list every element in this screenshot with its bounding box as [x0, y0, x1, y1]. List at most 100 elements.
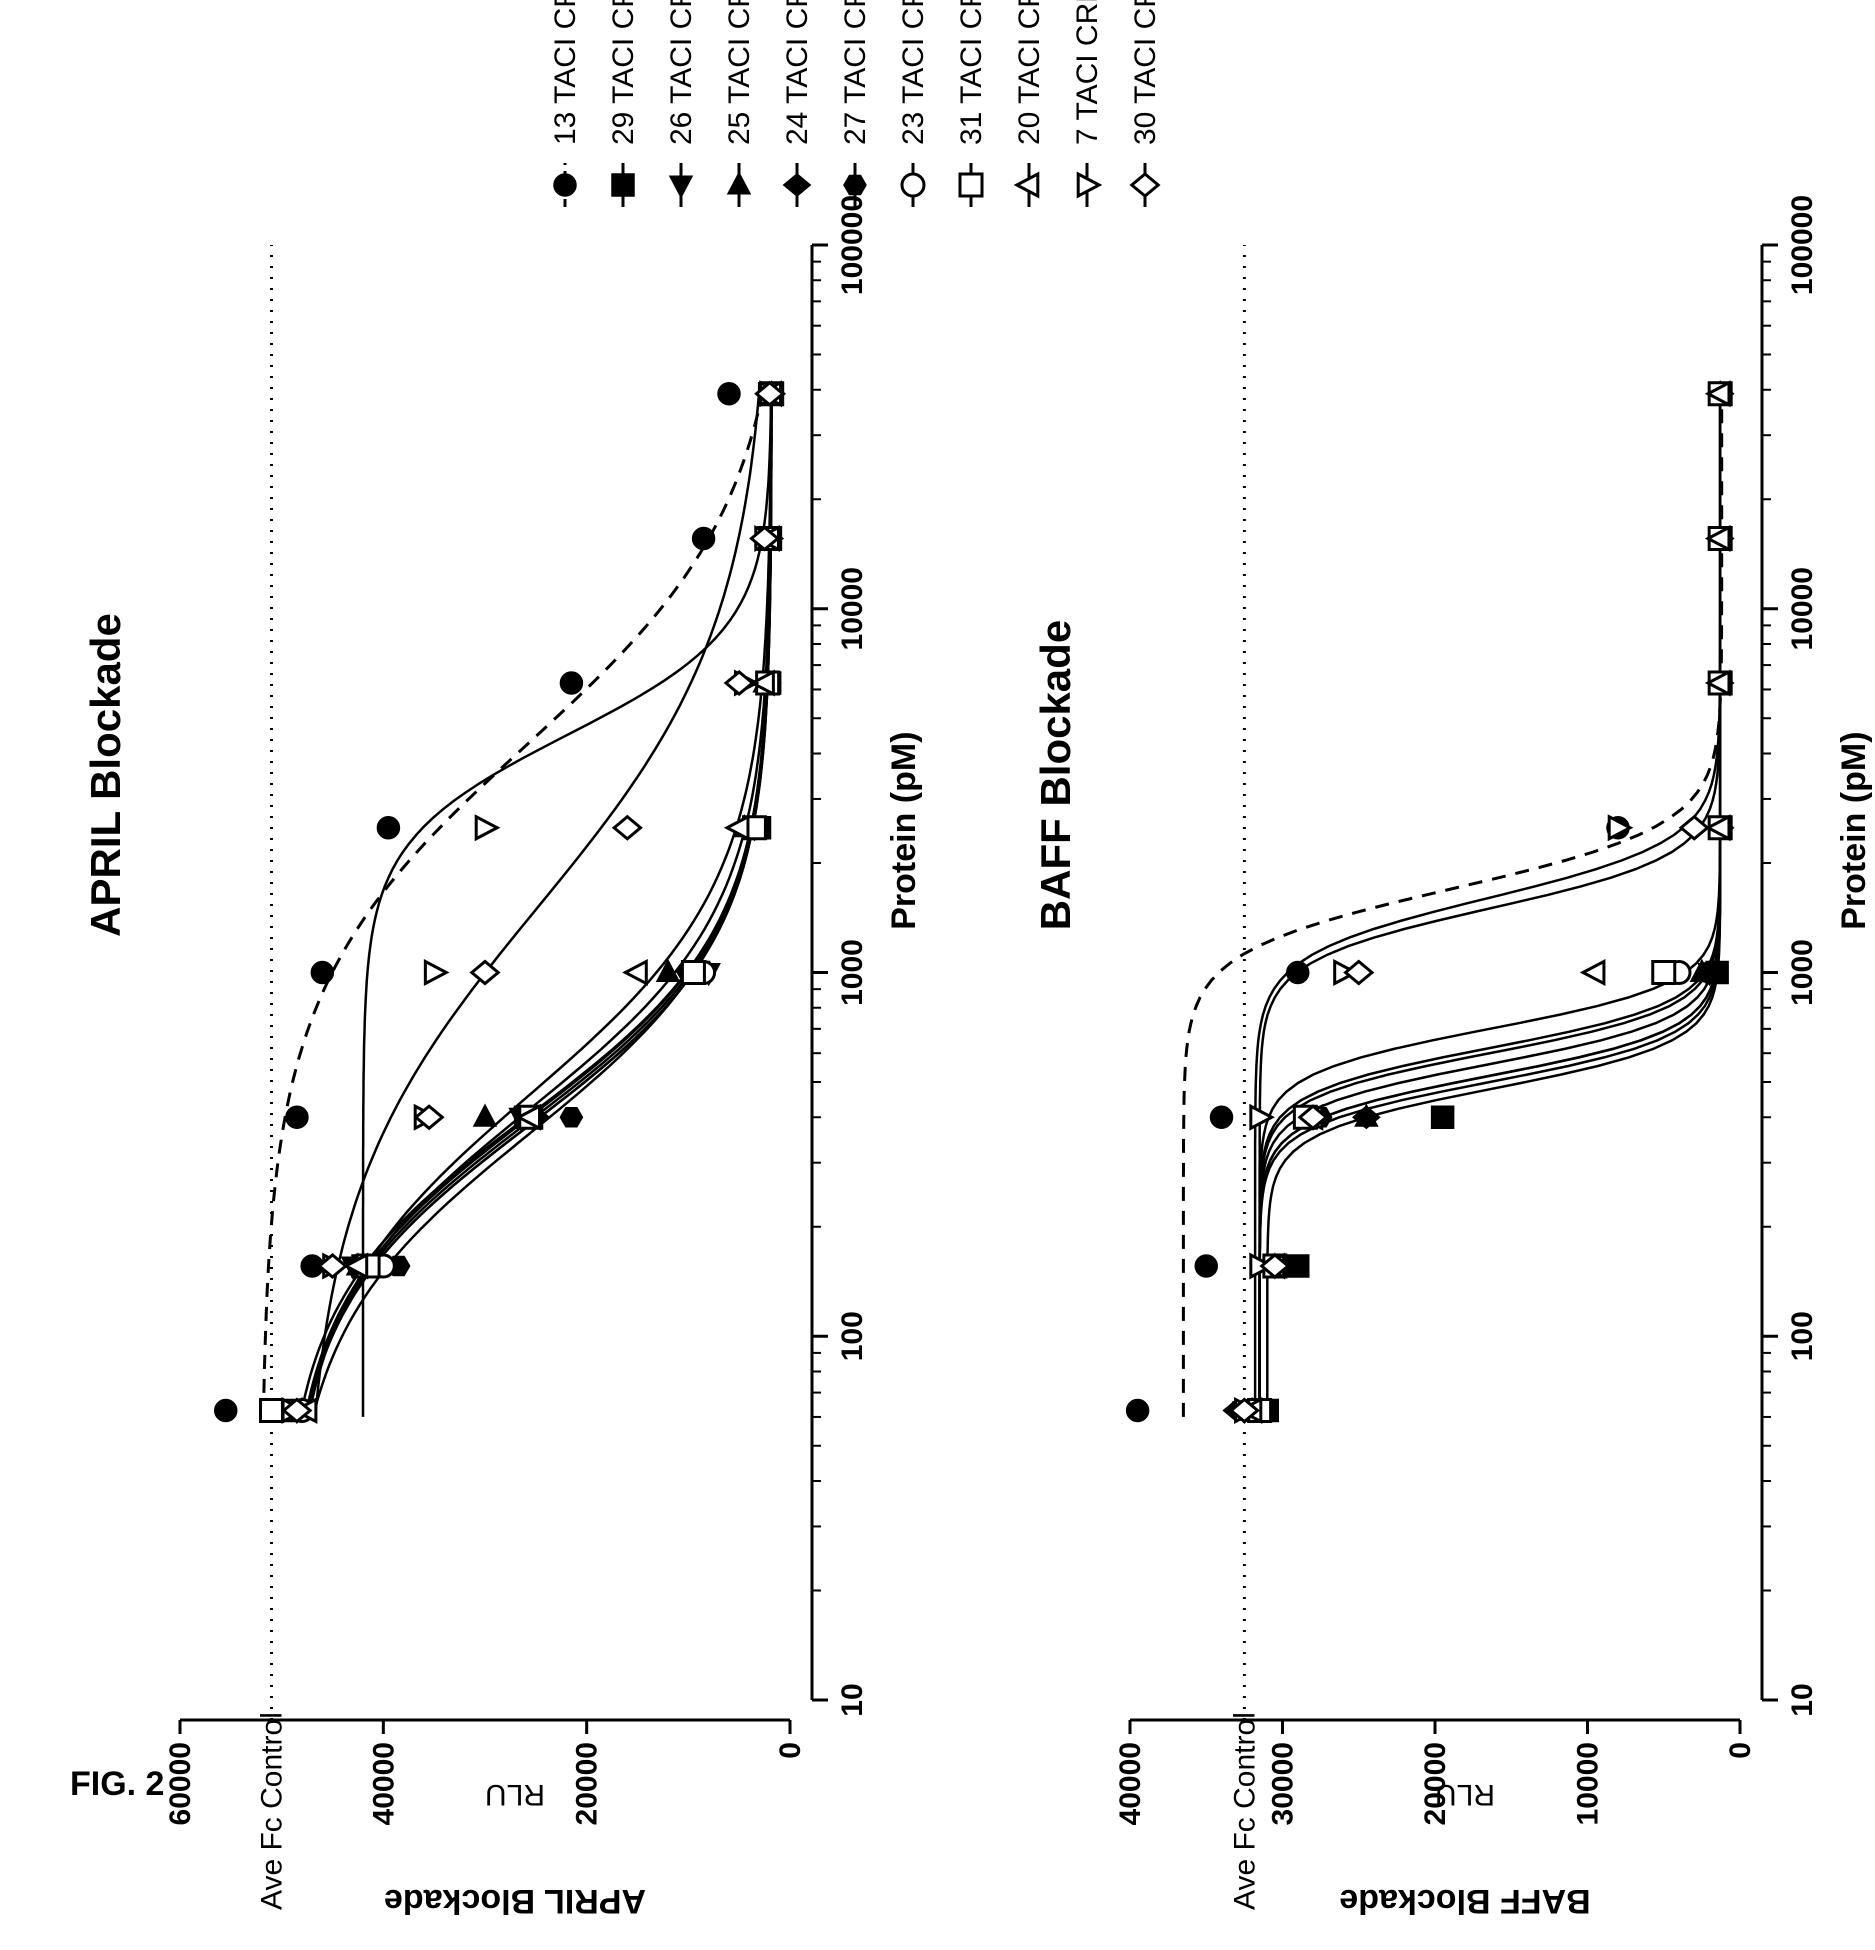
baff-fit-curve-23-taci-crd2-fc [1258, 389, 1722, 1417]
april-point-20-taci-crd2-fc [342, 1252, 369, 1280]
legend: 13 TACI CRD2-Fc 29 TACI CRD2-Fc 26 TACI CR… [549, 0, 1162, 207]
april-x-tick-label: 100000 [836, 195, 869, 295]
legend-label-24-taci-crd2-fc: 24 TACI CRD2-Fc [781, 0, 814, 145]
baff-point-27-taci-crd2-fc [1697, 962, 1722, 983]
april-y-axis-unit: RLU [485, 1778, 545, 1811]
april-y-tick-label: 0 [774, 1742, 807, 1759]
legend-label-7-taci-crd1-crd2-fc: 7 TACI CRD1/CRD2-Fc [1071, 0, 1104, 145]
april-point-7-taci-crd1-crd2-fc [474, 814, 501, 842]
baff-x-tick-label: 100000 [1786, 195, 1819, 295]
april-point-13-taci-crd2-fc [376, 815, 401, 840]
legend-marker-20-taci-crd2-fc [1013, 171, 1040, 199]
baff-axes: 0 10000 20000 30000 40000 10 100 1000 10000 10000… [1114, 195, 1819, 1825]
baff-y-tick-label: 40000 [1114, 1742, 1147, 1825]
april-point-20-taci-crd2-fc [723, 814, 750, 842]
legend-label-13-taci-crd2-fc: 13 TACI CRD2-Fc [549, 0, 582, 145]
baff-y-tick-label: 10000 [1572, 1742, 1605, 1825]
baff-y-tick-label: 0 [1724, 1742, 1757, 1759]
baff-point-24-taci-crd2-fc [1352, 1105, 1381, 1130]
baff-point-13-taci-crd2-fc [1286, 960, 1310, 985]
baff-point-20-taci-crd2-fc [1579, 959, 1606, 986]
april-reference-label: Ave Fc Control [256, 1712, 289, 1910]
baff-fit-curve-29-taci-crd2-fc [1266, 389, 1722, 1417]
baff-y-tick-label: 20000 [1419, 1742, 1452, 1825]
legend-marker-23-taci-crd2-fc [900, 172, 926, 198]
baff-point-31-taci-crd2-fc [1651, 960, 1677, 985]
baff-point-30-taci-crd2-fc [1297, 1104, 1329, 1131]
baff-x-tick-label: 10000 [1786, 567, 1819, 650]
baff-point-13-taci-crd2-fc [1125, 1398, 1150, 1423]
april-panel-title: APRIL Blockade [82, 613, 129, 937]
baff-reference-label: Ave Fc Control [1228, 1712, 1261, 1910]
april-point-13-taci-crd2-fc [691, 526, 716, 551]
baff-point-29-taci-crd2-fc [1430, 1105, 1455, 1130]
legend-label-23-taci-crd2-fc: 23 TACI CRD2-Fc [897, 0, 930, 145]
april-y-tick-label: 60000 [164, 1742, 197, 1825]
baff-point-20-taci-crd2-fc [1704, 669, 1731, 697]
april-point-25-taci-crd2-fc [655, 958, 681, 983]
april-point-30-taci-crd2-fc [749, 525, 781, 552]
baff-point-30-taci-crd2-fc [1259, 1253, 1291, 1279]
april-axes: 0 20000 40000 60000 10 100 1000 10000 100000 [164, 195, 869, 1825]
legend-marker-31-taci-crd2-fc [958, 172, 984, 198]
legend-label-30-taci-crd2-fc: 30 TACI CRD2-Fc [1129, 0, 1162, 145]
baff-point-13-taci-crd2-fc [1194, 1254, 1218, 1278]
april-x-tick-label: 10 [836, 1683, 869, 1716]
baff-point-20-taci-crd2-fc [1704, 525, 1731, 552]
baff-x-tick-label: 100 [1786, 1311, 1819, 1361]
april-fit-curve-7-taci-crd1-crd2-fc [361, 389, 773, 1417]
baff-point-7-taci-crd1-crd2-fc [1249, 1103, 1275, 1131]
april-point-13-taci-crd2-fc [559, 671, 584, 695]
legend-label-20-taci-crd2-fc: 20 TACI CRD2-Fc [1013, 0, 1046, 145]
april-x-tick-label: 1000 [836, 939, 869, 1006]
baff-fit-curve-25-taci-crd2-fc [1258, 389, 1722, 1417]
baff-point-30-taci-crd2-fc [1228, 1397, 1260, 1424]
baff-panel-title: BAFF Blockade [1032, 620, 1079, 930]
legend-marker-25-taci-crd2-fc [726, 171, 752, 195]
april-y-axis-label: APRIL Blockade [384, 1882, 646, 1920]
april-point-13-taci-crd2-fc [285, 1105, 309, 1130]
april-point-27-taci-crd2-fc [559, 1106, 584, 1128]
baff-x-tick-label: 10 [1786, 1683, 1819, 1716]
baff-point-20-taci-crd2-fc [1704, 814, 1731, 842]
april-y-tick-label: 20000 [571, 1742, 604, 1825]
baff-fit-curves [1181, 389, 1724, 1417]
legend-label-31-taci-crd2-fc: 31 TACI CRD2-Fc [955, 0, 988, 145]
april-point-13-taci-crd2-fc [717, 382, 741, 406]
april-point-7-taci-crd1-crd2-fc [423, 959, 450, 986]
april-y-tick-label: 40000 [367, 1742, 400, 1825]
april-point-13-taci-crd2-fc [214, 1398, 238, 1423]
april-point-30-taci-crd2-fc [611, 814, 643, 841]
baff-y-axis-label: BAFF Blockade [1339, 1882, 1590, 1920]
baff-point-7-taci-crd1-crd2-fc [1607, 814, 1634, 842]
legend-label-26-taci-crd2-fc: 26 TACI CRD2-Fc [665, 0, 698, 145]
legend-marker-24-taci-crd2-fc [782, 173, 812, 197]
baff-point-30-taci-crd2-fc [1343, 959, 1375, 986]
baff-fit-curve-13-taci-crd2-fc [1181, 389, 1724, 1417]
baff-fit-curve-27-taci-crd2-fc [1258, 389, 1722, 1417]
baff-fit-curve-26-taci-crd2-fc [1258, 389, 1722, 1417]
baff-fit-curve-30-taci-crd2-fc [1258, 389, 1722, 1417]
april-x-tick-label: 10000 [836, 567, 869, 650]
april-x-tick-label: 100 [836, 1311, 869, 1361]
april-fit-curve-20-taci-crd2-fc [307, 389, 773, 1418]
legend-label-29-taci-crd2-fc: 29 TACI CRD2-Fc [607, 0, 640, 145]
figure-label: FIG. 2 [70, 1765, 165, 1803]
april-point-30-taci-crd2-fc [413, 1104, 445, 1131]
april-point-25-taci-crd2-fc [472, 1103, 498, 1127]
baff-y-axis-unit: RLU [1435, 1778, 1495, 1811]
baff-point-20-taci-crd2-fc [1704, 380, 1731, 408]
april-point-30-taci-crd2-fc [723, 670, 755, 696]
baff-point-13-taci-crd2-fc [1209, 1105, 1234, 1130]
april-fit-curve-30-taci-crd2-fc [313, 389, 761, 1418]
april-point-31-taci-crd2-fc [259, 1397, 284, 1423]
april-point-20-taci-crd2-fc [749, 669, 775, 697]
legend-marker-29-taci-crd2-fc [611, 173, 635, 197]
baff-point-30-taci-crd2-fc [1678, 814, 1710, 841]
legend-marker-27-taci-crd2-fc [843, 174, 867, 196]
legend-marker-26-taci-crd2-fc [668, 175, 694, 199]
april-fit-curve-13-taci-crd2-fc [261, 389, 765, 1417]
